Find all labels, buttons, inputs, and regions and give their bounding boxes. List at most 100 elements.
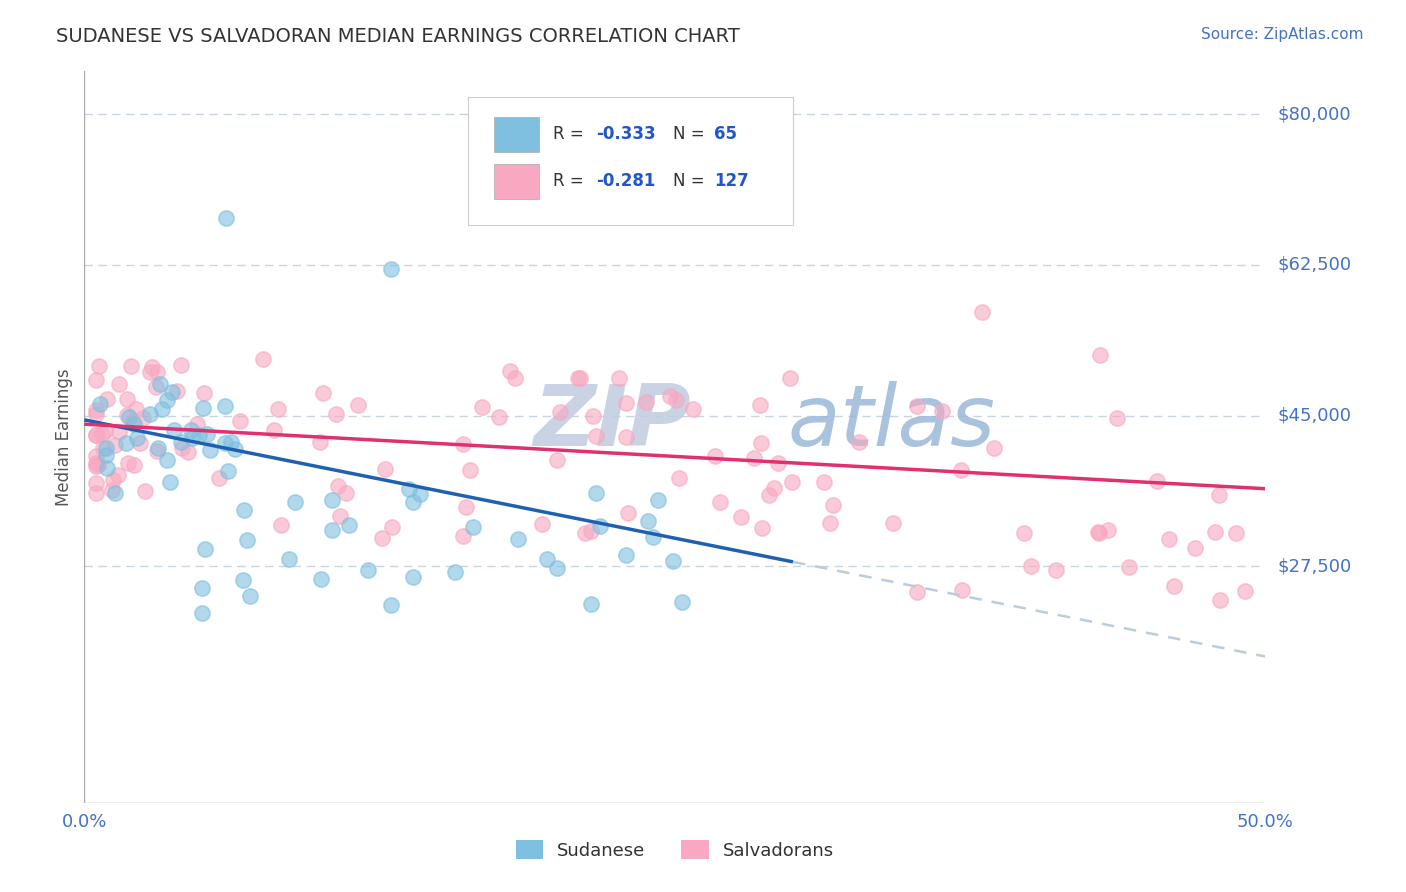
Point — [181, 432, 204, 446]
Point — [122, 415, 145, 429]
Point — [122, 458, 145, 473]
Point — [682, 401, 704, 416]
Point — [1225, 525, 1247, 540]
Point — [84, 476, 107, 491]
Point — [763, 481, 786, 495]
Point — [84, 449, 107, 463]
Point — [589, 519, 612, 533]
Point — [91, 441, 114, 455]
Point — [579, 524, 602, 538]
Point — [195, 426, 218, 441]
Point — [84, 485, 107, 500]
Point — [267, 401, 290, 416]
Point — [730, 510, 752, 524]
Point — [120, 359, 142, 374]
Point — [950, 583, 973, 598]
Point — [1163, 579, 1185, 593]
Point — [402, 494, 425, 508]
Point — [742, 450, 765, 465]
Point — [766, 456, 789, 470]
Point — [451, 529, 474, 543]
Point — [458, 463, 481, 477]
Point — [198, 443, 221, 458]
Point — [191, 607, 214, 621]
Point — [163, 423, 186, 437]
Text: R =: R = — [553, 125, 589, 143]
Point — [90, 427, 112, 442]
Point — [94, 442, 117, 456]
Point — [89, 397, 111, 411]
Point — [84, 428, 107, 442]
Text: $62,500: $62,500 — [1277, 256, 1351, 274]
Point — [156, 452, 179, 467]
Point — [371, 532, 394, 546]
Point — [84, 373, 107, 387]
Point — [498, 364, 520, 378]
Point — [108, 376, 131, 391]
Point — [374, 462, 396, 476]
Point — [129, 436, 152, 450]
Point — [146, 444, 169, 458]
Point — [252, 351, 274, 366]
Point — [1087, 526, 1109, 541]
Point — [751, 520, 773, 534]
Point — [321, 523, 343, 537]
Point — [321, 492, 343, 507]
Point — [152, 402, 174, 417]
Point — [848, 435, 870, 450]
Point — [104, 486, 127, 500]
Point — [180, 423, 202, 437]
Point — [326, 478, 349, 492]
Y-axis label: Median Earnings: Median Earnings — [55, 368, 73, 506]
Point — [148, 441, 170, 455]
Point — [381, 520, 404, 534]
Point — [194, 542, 217, 557]
Point — [1105, 411, 1128, 425]
Text: $27,500: $27,500 — [1277, 558, 1351, 575]
Point — [1045, 563, 1067, 577]
Point — [398, 482, 420, 496]
Point — [134, 484, 156, 499]
Bar — [494, 117, 538, 152]
Point — [471, 401, 494, 415]
Point — [191, 581, 214, 595]
Point — [115, 392, 138, 406]
Point — [145, 380, 167, 394]
Legend: Sudanese, Salvadorans: Sudanese, Salvadorans — [516, 840, 834, 860]
Point — [454, 500, 477, 515]
Point — [107, 468, 129, 483]
Point — [100, 483, 122, 497]
Point — [122, 417, 145, 431]
Point — [96, 461, 118, 475]
Text: $45,000: $45,000 — [1277, 407, 1351, 425]
Point — [506, 532, 529, 546]
Point — [634, 395, 657, 409]
Point — [585, 486, 607, 500]
Point — [215, 211, 238, 225]
Point — [748, 398, 770, 412]
Point — [614, 396, 637, 410]
Point — [444, 566, 467, 580]
Point — [380, 262, 402, 277]
Point — [1118, 559, 1140, 574]
Point — [170, 435, 193, 450]
Point — [905, 399, 928, 413]
Point — [780, 475, 803, 490]
Point — [1012, 525, 1035, 540]
Point — [409, 487, 432, 501]
Point — [1088, 348, 1111, 362]
Point — [170, 441, 193, 455]
Point — [949, 463, 972, 477]
Point — [567, 371, 589, 385]
Point — [617, 506, 640, 520]
Point — [357, 564, 380, 578]
Point — [115, 408, 138, 422]
Point — [186, 417, 208, 432]
Point — [970, 305, 993, 319]
Point — [380, 598, 402, 612]
Point — [402, 570, 425, 584]
Point — [312, 385, 335, 400]
Point — [96, 448, 118, 462]
Point — [224, 442, 246, 456]
Point — [117, 456, 139, 470]
